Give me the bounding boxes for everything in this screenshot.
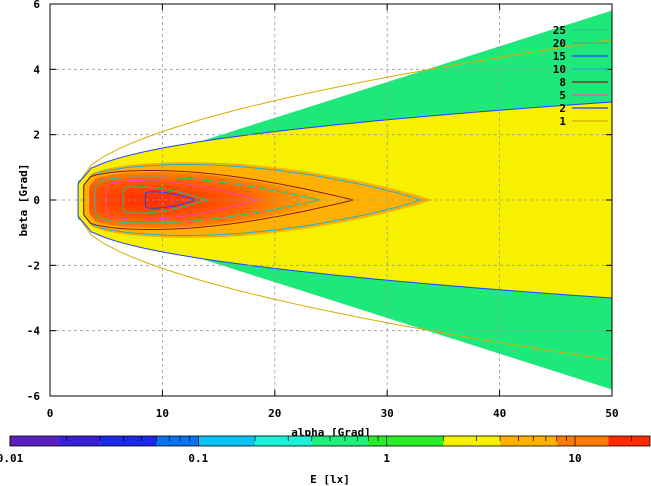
x-axis: 0 10 20 30 40 50 xyxy=(47,4,619,420)
colorbar-band xyxy=(10,436,59,446)
colorbar-band xyxy=(500,436,557,446)
y-tick-label: 6 xyxy=(33,0,40,11)
colorbar-tick-label: 1 xyxy=(383,452,390,465)
colorbar-band xyxy=(556,436,609,446)
legend-label: 15 xyxy=(553,50,566,63)
colorbar-band xyxy=(58,436,100,446)
y-tick-label: 2 xyxy=(33,129,40,142)
grid xyxy=(50,4,612,396)
colorbar-band xyxy=(311,436,369,446)
y-tick-label: -4 xyxy=(27,325,41,338)
x-tick-label: 40 xyxy=(493,407,506,420)
colorbar-tick-label: 10 xyxy=(568,452,581,465)
colorbar-band xyxy=(156,436,199,446)
legend-label: 8 xyxy=(559,76,566,89)
y-tick-label: -6 xyxy=(27,390,41,403)
contour-line xyxy=(94,176,320,224)
legend-label: 25 xyxy=(553,24,566,37)
legend-label: 10 xyxy=(553,63,566,76)
y-axis: -6 -4 -2 0 2 4 6 xyxy=(27,0,612,403)
colorbar-label: E [lx] xyxy=(310,473,350,486)
contour-line xyxy=(83,170,354,230)
x-tick-label: 0 xyxy=(47,407,54,420)
legend-label: 20 xyxy=(553,37,566,50)
x-tick-label: 20 xyxy=(268,407,281,420)
y-tick-label: 4 xyxy=(33,63,40,76)
colorbar-band xyxy=(198,436,256,446)
colorbar-band xyxy=(443,436,501,446)
colorbar-tick-label: 0.01 xyxy=(0,452,24,465)
y-tick-label: -2 xyxy=(27,259,40,272)
x-tick-label: 10 xyxy=(156,407,169,420)
colorbar-band xyxy=(99,436,157,446)
colorbar-band xyxy=(255,436,312,446)
contour-line xyxy=(83,163,423,237)
colorbar-band xyxy=(608,436,650,446)
x-tick-label: 30 xyxy=(381,407,394,420)
contour-line xyxy=(77,101,612,299)
x-tick-label: 50 xyxy=(605,407,618,420)
colorbar-tick-label: 0.1 xyxy=(188,452,208,465)
y-tick-label: 0 xyxy=(33,194,40,207)
legend-label: 5 xyxy=(559,89,566,102)
colorbar: 0.01 0.1 1 10 xyxy=(0,435,651,465)
legend-label: 2 xyxy=(559,102,566,115)
region-red xyxy=(89,172,343,228)
contour-lines xyxy=(77,39,612,361)
legend-label: 1 xyxy=(559,115,566,128)
contour-line xyxy=(105,180,260,220)
contour-line xyxy=(77,39,612,361)
y-axis-label: beta [Grad] xyxy=(17,164,30,237)
colorbar-band xyxy=(368,436,444,446)
